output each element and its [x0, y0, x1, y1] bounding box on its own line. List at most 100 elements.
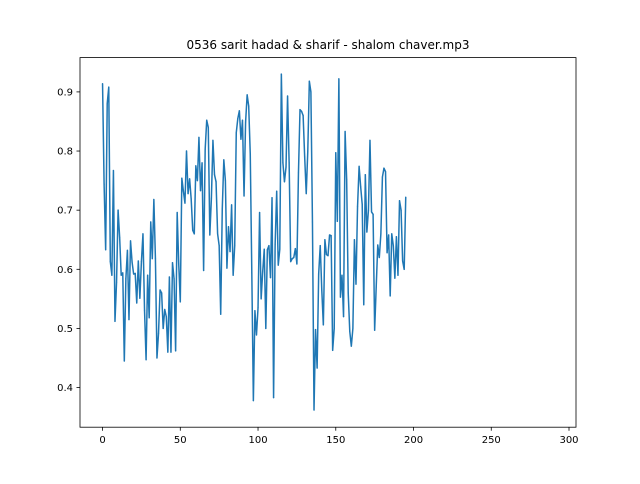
data-point: [234, 245, 236, 247]
data-point: [305, 193, 307, 195]
data-point: [392, 245, 394, 247]
data-point: [405, 196, 407, 198]
data-point: [176, 211, 178, 214]
data-point: [133, 273, 135, 275]
y-tick-label: 0.7: [57, 206, 73, 217]
data-point: [338, 78, 340, 80]
data-point: [249, 153, 251, 155]
x-tick-label: 50: [174, 435, 187, 446]
data-point: [381, 176, 384, 178]
data-point: [291, 258, 293, 260]
data-point: [251, 272, 253, 274]
data-point: [136, 302, 138, 304]
data-point: [182, 190, 184, 192]
data-point: [335, 152, 337, 154]
data-point: [210, 197, 212, 199]
data-point: [397, 274, 399, 276]
data-point: [394, 277, 396, 279]
data-point: [227, 226, 230, 228]
data-point: [288, 162, 290, 164]
data-point: [274, 243, 276, 246]
axes-frame: [79, 57, 577, 428]
data-point: [380, 233, 382, 235]
data-point: [366, 231, 368, 233]
data-point: [370, 211, 373, 213]
data-point: [223, 159, 225, 161]
data-point: [209, 234, 211, 236]
data-point: [167, 351, 169, 353]
data-point: [150, 221, 152, 223]
data-point: [349, 330, 351, 332]
data-point: [322, 324, 324, 326]
data-point: [378, 256, 380, 259]
data-point: [137, 260, 139, 262]
data-point: [325, 253, 328, 256]
data-point: [140, 261, 143, 263]
x-tick-label: 200: [404, 435, 423, 446]
x-tick-label: 300: [559, 435, 578, 446]
data-point: [262, 271, 264, 273]
data-point: [103, 183, 105, 185]
data-point: [241, 119, 244, 121]
data-point: [213, 174, 216, 176]
data-point: [367, 209, 370, 211]
data-point: [398, 200, 401, 202]
data-point: [308, 80, 310, 82]
data-point: [336, 220, 338, 223]
data-point: [257, 307, 259, 309]
data-point: [313, 409, 315, 411]
data-point: [283, 181, 286, 183]
data-point: [156, 357, 158, 359]
data-point: [126, 249, 129, 251]
data-point: [184, 202, 186, 204]
data-point: [375, 286, 377, 288]
data-point: [120, 274, 122, 276]
data-point: [269, 276, 272, 279]
data-point: [358, 165, 360, 168]
y-tick-label: 0.6: [57, 265, 73, 276]
data-point: [319, 245, 321, 247]
data-point: [187, 193, 189, 195]
data-point: [217, 233, 219, 235]
data-point: [128, 318, 130, 321]
data-point: [195, 165, 197, 167]
data-point: [402, 260, 404, 262]
data-point: [333, 327, 335, 330]
data-point: [391, 233, 393, 235]
y-tick-label: 0.8: [57, 147, 73, 158]
data-point: [374, 329, 376, 331]
data-point: [363, 304, 365, 306]
data-point: [342, 316, 345, 318]
data-point: [327, 255, 329, 257]
data-point: [344, 130, 346, 133]
data-point: [286, 95, 289, 97]
data-point: [272, 397, 275, 399]
data-point: [364, 174, 366, 176]
data-point: [224, 180, 226, 182]
data-point: [310, 91, 312, 93]
data-point: [311, 221, 314, 223]
data-point: [285, 166, 287, 168]
data-point: [265, 327, 267, 330]
data-point: [117, 209, 119, 211]
chart-title: 0536 sarit hadad & sharif - shalom chave…: [187, 38, 470, 52]
data-point: [125, 278, 127, 280]
data-point: [277, 264, 279, 266]
data-point: [248, 105, 250, 107]
data-point: [165, 316, 167, 318]
data-point: [159, 289, 161, 291]
data-point: [220, 313, 222, 315]
data-point: [154, 257, 157, 259]
data-point: [384, 171, 387, 173]
data-point: [145, 359, 147, 361]
data-point: [139, 297, 141, 299]
data-point: [252, 399, 254, 402]
x-tick-label: 100: [248, 435, 267, 446]
data-point: [386, 252, 388, 254]
data-point: [171, 262, 174, 264]
data-point: [115, 281, 118, 283]
data-point: [129, 240, 132, 242]
data-point: [332, 349, 334, 351]
data-point: [324, 239, 326, 241]
